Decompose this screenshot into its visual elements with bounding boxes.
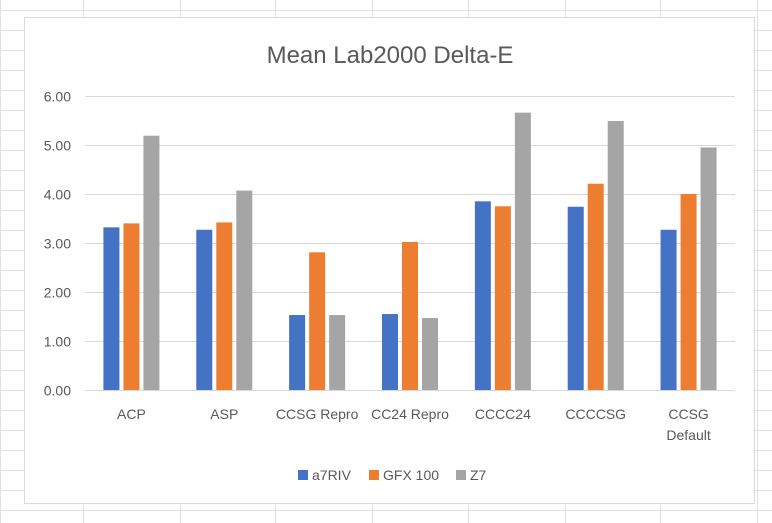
y-tick-label: 6.00 [44,89,71,105]
legend-label: Z7 [470,467,487,483]
y-tick-label: 3.00 [44,236,71,252]
y-tick-label: 0.00 [44,383,71,399]
x-tick-label: CCCC24 [475,406,531,422]
bar [700,147,717,390]
bar [422,317,438,390]
y-tick-label: 4.00 [44,187,71,203]
bar [196,229,213,390]
legend-label: GFX 100 [383,467,439,483]
legend-swatch [298,470,308,480]
bar [236,190,253,390]
bar [402,242,418,390]
legend-swatch [369,470,379,480]
bar [103,227,120,390]
bar [660,229,677,390]
x-tick-label: CC24 Repro [371,406,449,422]
bar [680,194,697,390]
legend-label: a7RIV [312,467,352,483]
bars [103,112,717,391]
bar [382,314,398,390]
x-tick-label: CCCCSG [565,406,626,422]
bar [309,252,326,390]
bar [216,222,233,390]
bar [567,206,584,390]
bar [514,112,531,390]
bar [329,315,346,390]
bar [123,223,140,390]
legend-swatch [456,470,466,480]
x-tick-label: CCSG Repro [276,406,359,422]
bar [494,206,511,390]
y-axis-tick-labels: 0.00 1.00 2.00 3.00 4.00 5.00 6.00 [44,89,71,399]
x-tick-label: ACP [117,406,146,422]
legend: a7RIV GFX 100 Z7 [298,467,487,483]
y-tick-label: 2.00 [44,285,71,301]
bar [587,183,604,390]
x-axis-category-labels: ACP ASP CCSG Repro CC24 Repro CCCC24 CCCCSG CC… [117,406,711,443]
bar [474,201,491,390]
bar [289,315,306,390]
chart-title: Mean Lab2000 Delta-E [267,42,514,69]
y-tick-label: 1.00 [44,334,71,350]
y-tick-label: 5.00 [44,138,71,154]
bar [607,120,624,391]
x-tick-label: CCSG Default [666,406,710,443]
bar [143,135,160,390]
x-tick-label: ASP [210,406,238,422]
